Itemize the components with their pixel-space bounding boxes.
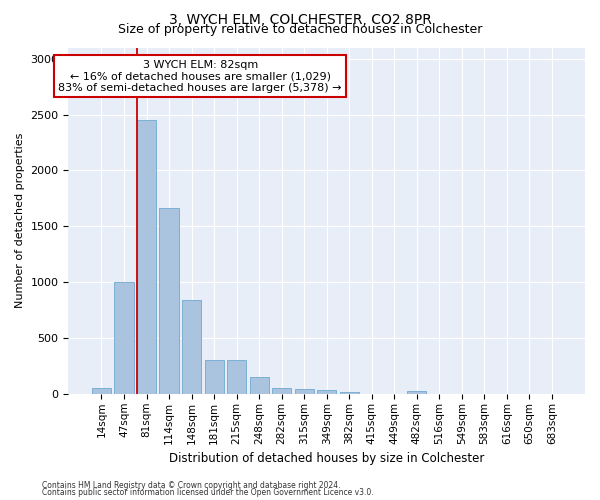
- Bar: [182, 300, 201, 394]
- Text: Contains HM Land Registry data © Crown copyright and database right 2024.: Contains HM Land Registry data © Crown c…: [42, 480, 341, 490]
- Y-axis label: Number of detached properties: Number of detached properties: [15, 133, 25, 308]
- Text: Contains public sector information licensed under the Open Government Licence v3: Contains public sector information licen…: [42, 488, 374, 497]
- Bar: [295, 389, 314, 394]
- Bar: [250, 377, 269, 394]
- Text: 3 WYCH ELM: 82sqm
← 16% of detached houses are smaller (1,029)
83% of semi-detac: 3 WYCH ELM: 82sqm ← 16% of detached hous…: [58, 60, 342, 93]
- Bar: [137, 120, 156, 394]
- Bar: [160, 208, 179, 394]
- Text: 3, WYCH ELM, COLCHESTER, CO2 8PR: 3, WYCH ELM, COLCHESTER, CO2 8PR: [169, 12, 431, 26]
- Bar: [115, 282, 134, 394]
- Bar: [407, 390, 427, 394]
- Bar: [317, 390, 336, 394]
- Bar: [340, 392, 359, 394]
- Bar: [227, 360, 246, 394]
- Bar: [92, 388, 111, 394]
- X-axis label: Distribution of detached houses by size in Colchester: Distribution of detached houses by size …: [169, 452, 484, 465]
- Text: Size of property relative to detached houses in Colchester: Size of property relative to detached ho…: [118, 22, 482, 36]
- Bar: [272, 388, 291, 394]
- Bar: [205, 360, 224, 394]
